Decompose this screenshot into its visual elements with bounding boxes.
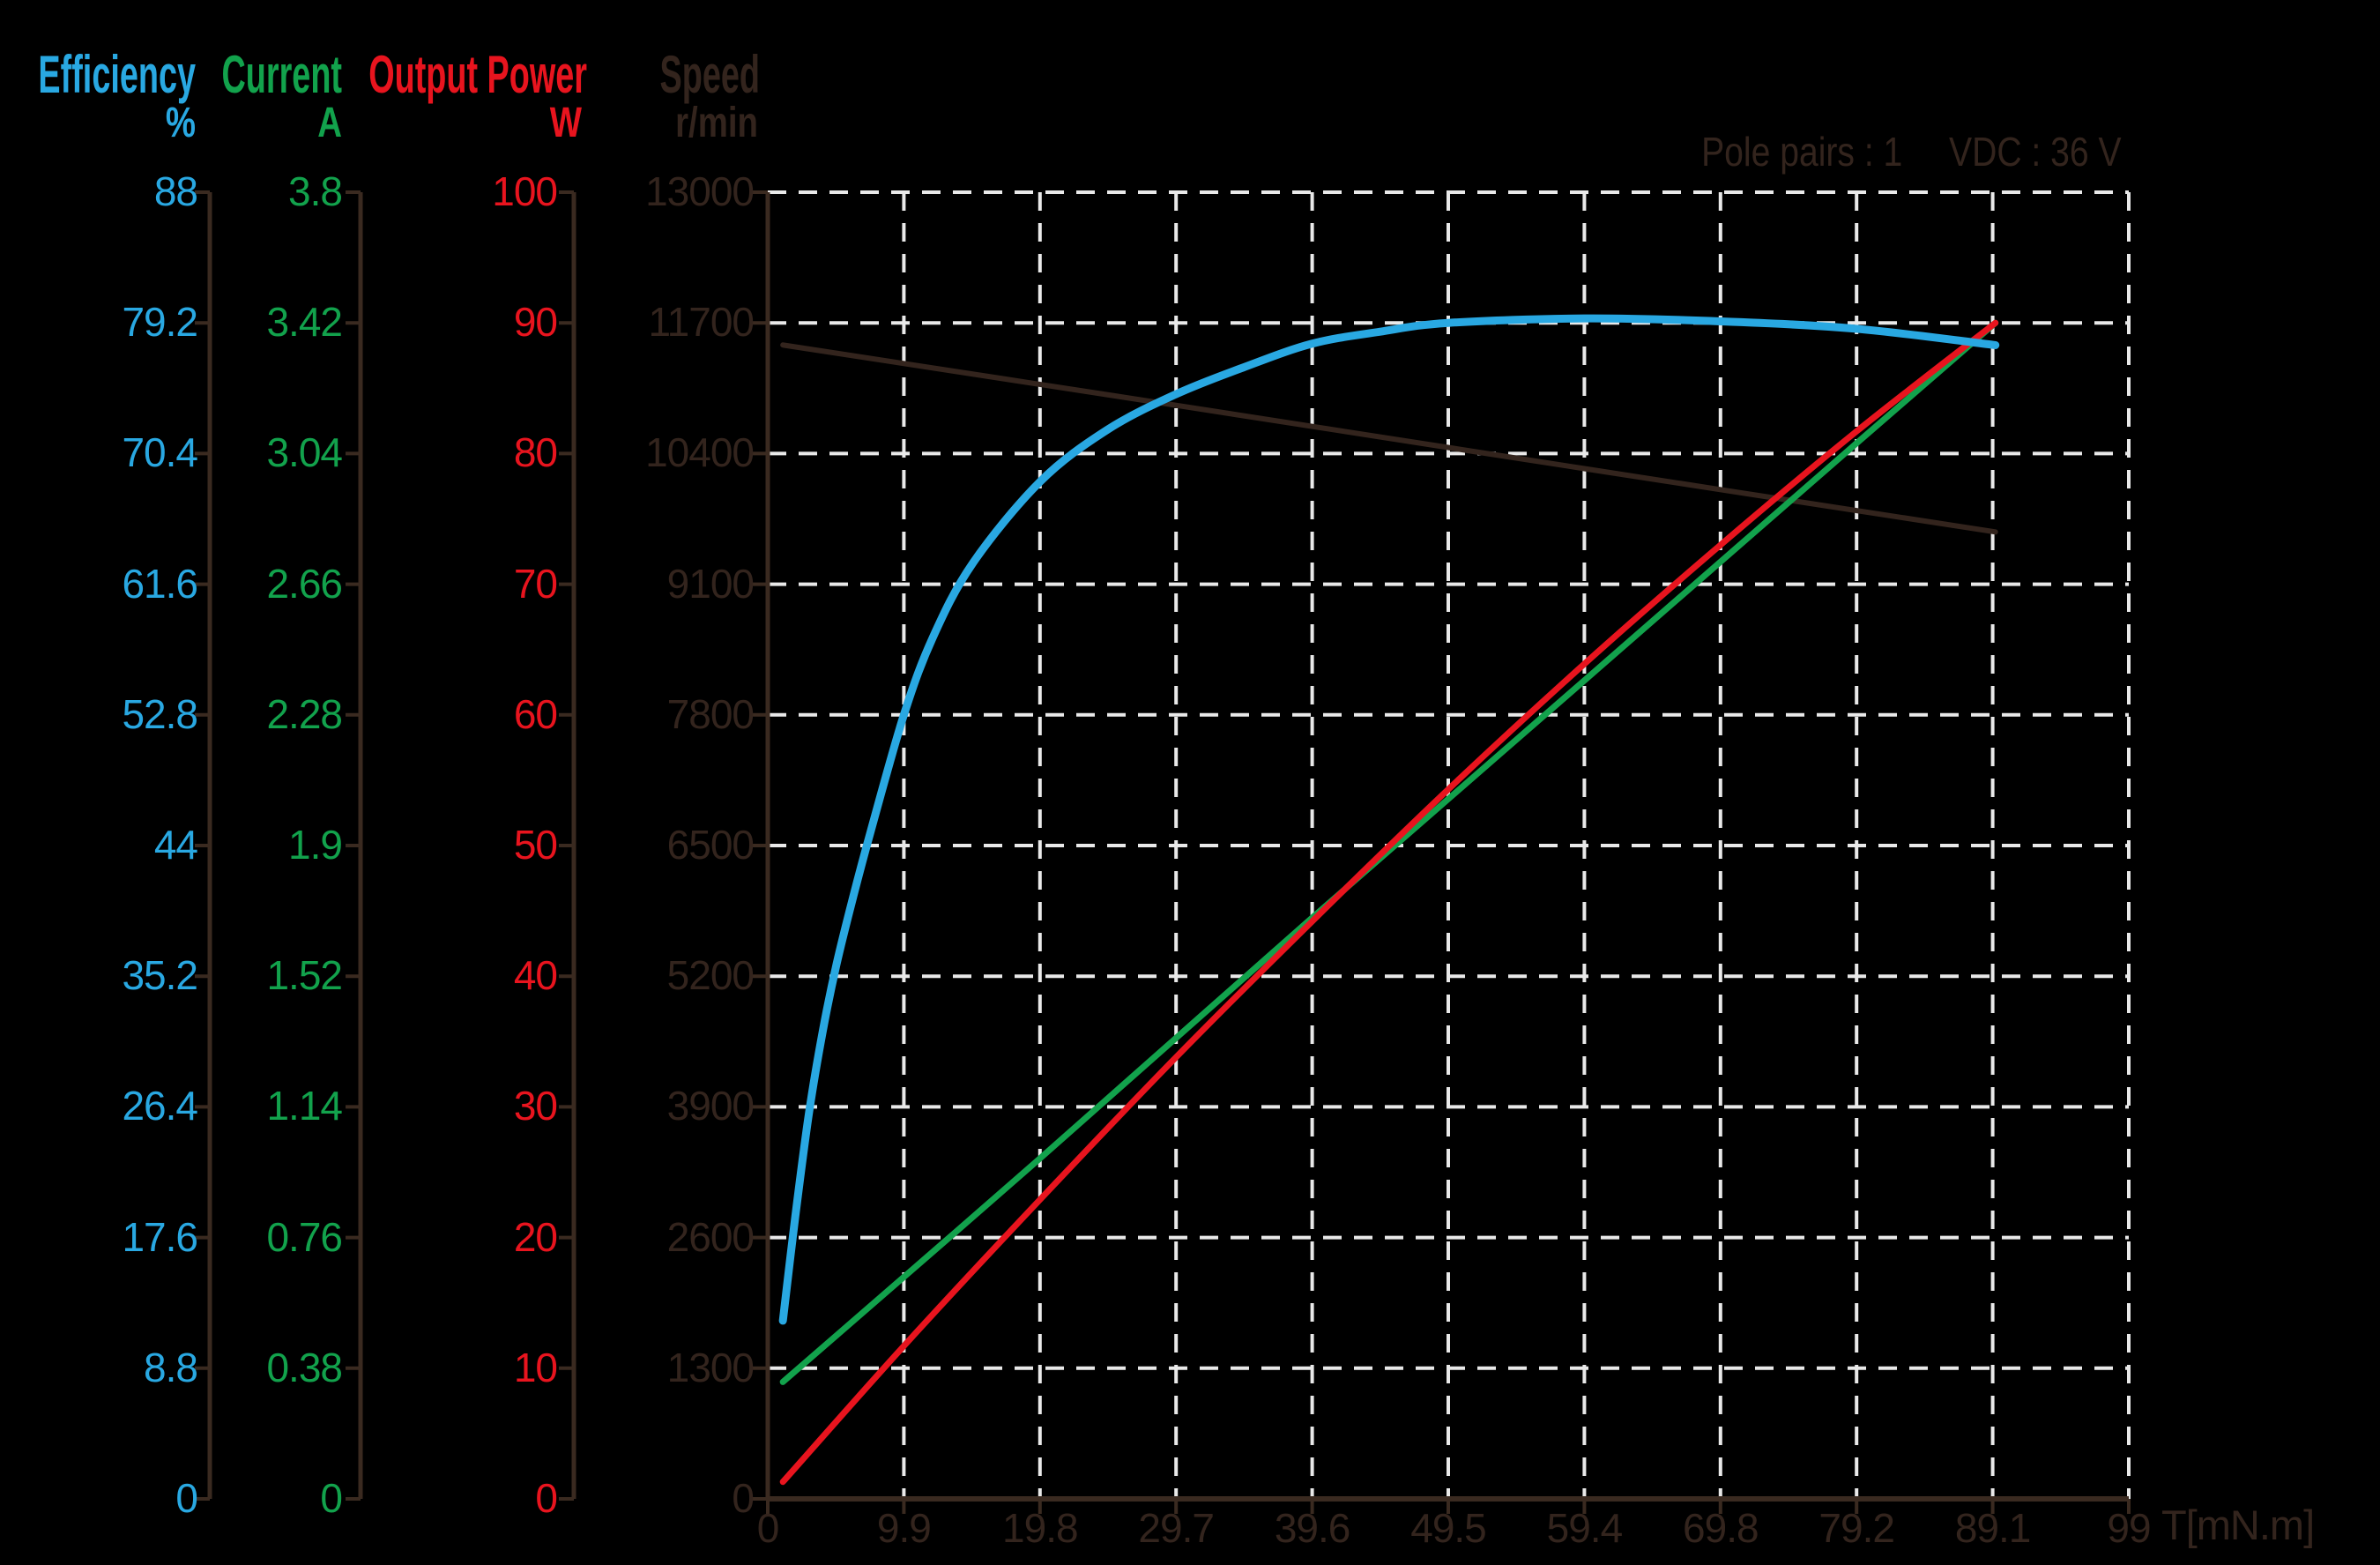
current-curve [779, 319, 1999, 1385]
vdc-text: VDC : 36 V [1949, 129, 2122, 175]
output-power-tick-label: 40 [513, 952, 558, 999]
efficiency-tick-label: 44 [153, 822, 198, 868]
speed-tick-label: 5200 [666, 952, 755, 999]
speed-tick-label: 6500 [666, 822, 755, 868]
output-power-curve [779, 319, 1999, 1486]
x-tick-label: 59.4 [1546, 1505, 1624, 1551]
speed-curve [780, 342, 1998, 535]
efficiency-tick-label: 17.6 [122, 1213, 198, 1260]
speed-tick-label: 2600 [666, 1213, 755, 1260]
output-power-axis-unit: W [549, 100, 582, 146]
speed-tick-label: 0 [732, 1475, 755, 1521]
speed-tick-label: 3900 [666, 1083, 755, 1129]
x-tick-label: 0 [756, 1505, 780, 1551]
speed-tick-label: 1300 [666, 1344, 755, 1390]
current-tick-label: 3.42 [266, 299, 343, 346]
x-tick-label: 99 [2107, 1505, 2151, 1551]
current-axis-title: Current [221, 45, 342, 104]
output-power-tick-label: 0 [535, 1475, 558, 1521]
output-power-tick-label: 70 [513, 560, 558, 607]
x-tick-label: 9.9 [876, 1505, 932, 1551]
efficiency-tick-label: 61.6 [122, 560, 198, 607]
x-tick-label: 49.5 [1410, 1505, 1487, 1551]
x-axis-title: T[mN.m] [2161, 1502, 2315, 1548]
output-power-tick-label: 80 [513, 429, 558, 476]
x-tick-label: 79.2 [1818, 1505, 1895, 1551]
efficiency-tick-label: 79.2 [122, 299, 198, 346]
speed-tick-label: 10400 [645, 429, 755, 476]
x-tick-label: 89.1 [1954, 1505, 2032, 1551]
current-tick-label: 2.66 [266, 560, 343, 607]
current-tick-label: 1.9 [288, 822, 343, 868]
current-tick-label: 0.76 [266, 1213, 343, 1260]
x-tick-label: 69.8 [1683, 1505, 1759, 1551]
efficiency-axis-title: Efficiency [38, 45, 196, 104]
speed-axis-title: Speed [659, 45, 760, 104]
output-power-tick-label: 100 [492, 168, 558, 214]
output-power-tick-label: 60 [513, 690, 558, 737]
x-tick-label: 29.7 [1138, 1505, 1215, 1551]
output-power-tick-label: 10 [513, 1344, 558, 1390]
efficiency-axis-unit: % [165, 100, 196, 146]
speed-tick-label: 13000 [645, 168, 755, 214]
current-axis-unit: A [317, 100, 342, 146]
output-power-tick-label: 20 [513, 1213, 558, 1260]
current-tick-label: 1.14 [266, 1083, 343, 1129]
current-tick-label: 3.04 [266, 429, 343, 476]
output-power-tick-label: 50 [513, 822, 558, 868]
efficiency-tick-label: 35.2 [122, 952, 198, 999]
current-tick-label: 3.8 [288, 168, 343, 214]
efficiency-tick-label: 8.8 [144, 1344, 198, 1390]
efficiency-tick-label: 26.4 [122, 1083, 198, 1129]
x-tick-label: 39.6 [1274, 1505, 1351, 1551]
speed-tick-label: 9100 [666, 560, 755, 607]
speed-tick-label: 7800 [666, 690, 755, 737]
current-tick-label: 0 [320, 1475, 343, 1521]
current-tick-label: 0.38 [266, 1344, 343, 1390]
speed-tick-label: 11700 [648, 299, 755, 346]
efficiency-curve [778, 314, 2000, 1325]
efficiency-tick-label: 52.8 [122, 690, 198, 737]
motor-spec-annotation: Pole pairs : 1 VDC : 36 V [1702, 130, 2122, 173]
pole-pairs-text: Pole pairs : 1 [1701, 129, 1903, 175]
current-tick-label: 1.52 [266, 952, 343, 999]
speed-axis-unit: r/min [675, 100, 758, 146]
current-tick-label: 2.28 [266, 690, 343, 737]
output-power-tick-label: 90 [513, 299, 558, 346]
x-tick-label: 19.8 [1002, 1505, 1079, 1551]
efficiency-tick-label: 0 [175, 1475, 198, 1521]
efficiency-tick-label: 70.4 [122, 429, 198, 476]
efficiency-tick-label: 88 [153, 168, 198, 214]
output-power-axis-title: Output Power [368, 45, 587, 104]
output-power-tick-label: 30 [513, 1083, 558, 1129]
